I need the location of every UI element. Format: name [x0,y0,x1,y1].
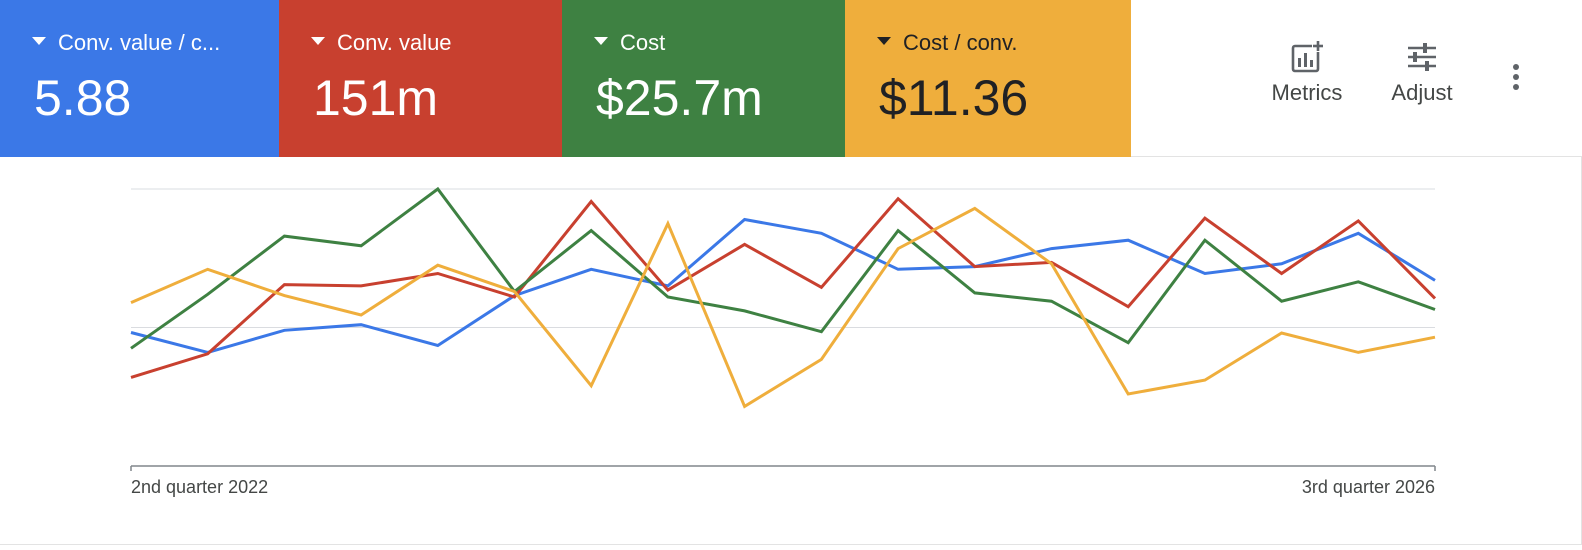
dropdown-triangle-icon [594,37,608,46]
scorecard-value: 151m [313,70,439,126]
scorecard-cost-per-conv[interactable]: Cost / conv. $11.36 [845,0,1131,157]
adjust-label: Adjust [1391,80,1453,105]
scorecard-cost[interactable]: Cost $25.7m [562,0,845,157]
dropdown-triangle-icon [311,37,325,46]
scorecard-conv-value-per-cost[interactable]: Conv. value / c... 5.88 [0,0,279,157]
scorecard-value: 5.88 [34,70,132,126]
metrics-label: Metrics [1271,80,1343,105]
scorecard-label: Cost [594,30,665,56]
x-tick-label: 2nd quarter 2022 [131,477,269,497]
x-tick-label: 3rd quarter 2026 [1301,477,1435,497]
dropdown-triangle-icon [32,37,46,46]
scorecard-bar: Conv. value / c... 5.88 Conv. value 151m… [0,0,1582,157]
dropdown-triangle-icon [877,37,891,46]
metrics-button[interactable]: Metrics [1262,40,1352,106]
scorecard-label: Conv. value [311,30,452,56]
scorecard-label: Conv. value / c... [32,30,220,56]
scorecard-value: $25.7m [596,70,763,126]
scorecard-conv-value[interactable]: Conv. value 151m [279,0,562,157]
scorecard-label: Cost / conv. [877,30,1018,56]
tune-icon [1408,43,1436,71]
add-chart-icon [1291,40,1324,73]
more-options-button[interactable] [1508,62,1524,97]
scorecard-value: $11.36 [879,70,1029,126]
adjust-button[interactable]: Adjust [1380,40,1464,106]
more-vert-icon [1513,64,1519,90]
